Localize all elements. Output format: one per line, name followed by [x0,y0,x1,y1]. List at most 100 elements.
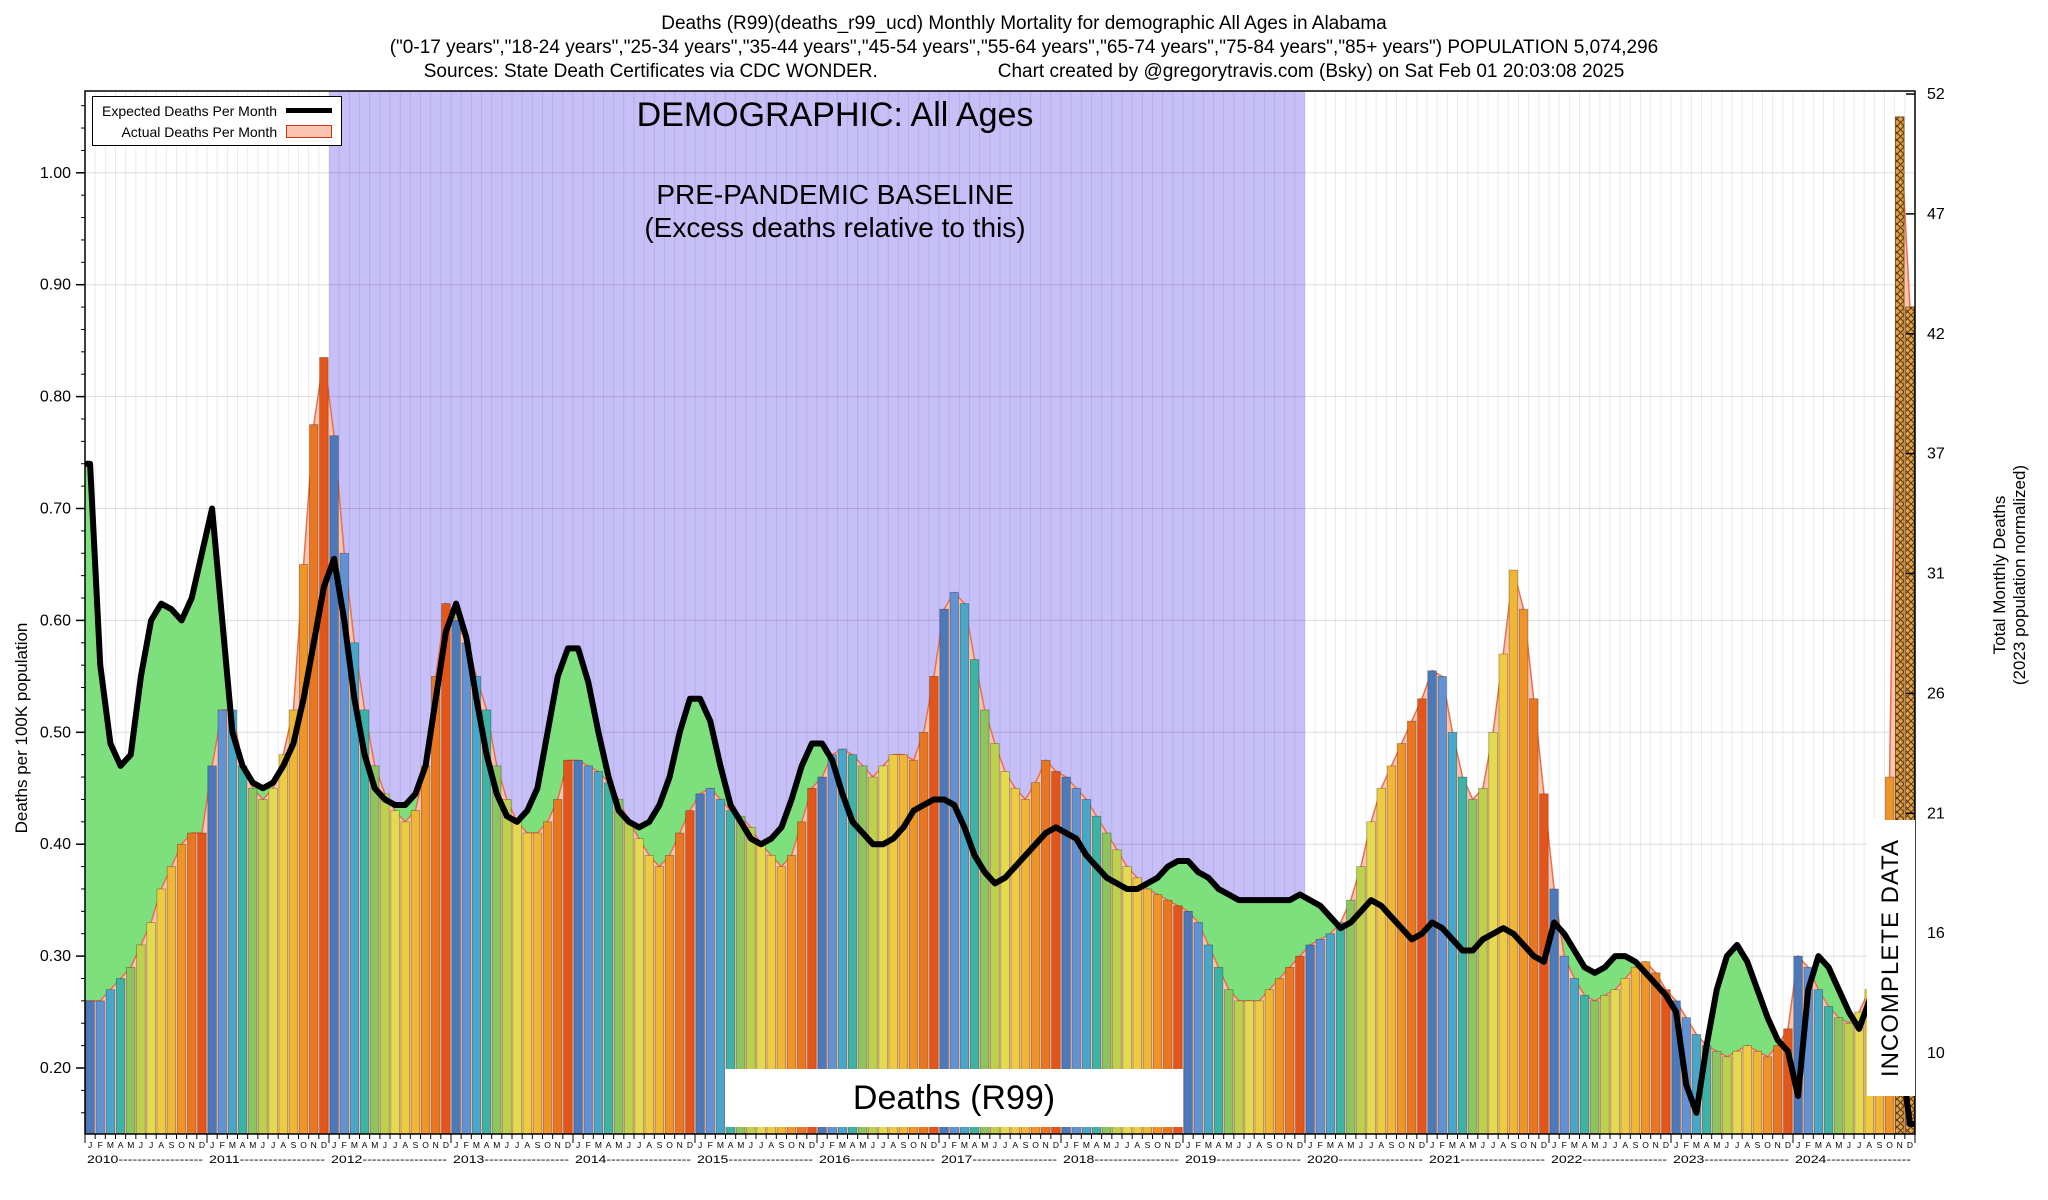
svg-text:0.50: 0.50 [40,724,71,741]
svg-text:A: A [1216,1140,1222,1150]
month-bar [685,810,695,1134]
month-bar [878,765,888,1134]
month-bar [1396,743,1407,1134]
svg-text:J: J [454,1140,458,1150]
svg-text:M: M [839,1140,846,1150]
month-bar [217,709,227,1134]
baseline-note-line1: PRE-PANDEMIC BASELINE [656,179,1014,210]
month-bar [471,675,482,1134]
svg-text:M: M [1449,1140,1456,1150]
svg-text:A: A [850,1140,856,1150]
svg-text:F: F [342,1140,347,1150]
month-bar [288,709,299,1134]
month-bar [1732,1050,1742,1134]
svg-text:F: F [1440,1140,1445,1150]
month-bar [1071,787,1081,1134]
month-bar [1346,899,1356,1134]
svg-text:N: N [1775,1140,1781,1150]
svg-text:52: 52 [1927,86,1945,103]
svg-text:N: N [1043,1140,1049,1150]
svg-text:O: O [544,1140,551,1150]
svg-text:31: 31 [1927,566,1945,583]
svg-text:J: J [88,1140,92,1150]
svg-text:O: O [666,1140,673,1150]
svg-text:N: N [311,1140,317,1150]
svg-text:M: M [859,1140,866,1150]
month-bar [1427,670,1437,1134]
month-bar [888,754,898,1134]
svg-text:J: J [881,1140,885,1150]
svg-text:J: J [1003,1140,1007,1150]
svg-text:J: J [1674,1140,1678,1150]
year-label: 2023------------------ [1673,1154,1789,1166]
month-bar [929,675,939,1134]
month-bar [990,743,1000,1134]
month-bar [1752,1050,1763,1134]
svg-text:M: M [1713,1140,1720,1150]
month-bar [664,855,675,1134]
svg-text:0.90: 0.90 [40,277,71,294]
month-bar [1305,944,1315,1134]
svg-text:J: J [871,1140,875,1150]
month-bar [1844,1022,1854,1134]
year-label: 2021------------------ [1429,1154,1545,1166]
month-bar [1234,1000,1244,1134]
title-line-2: ("0-17 years","18-24 years","25-34 years… [389,37,1659,58]
svg-text:D: D [809,1140,815,1150]
svg-text:M: M [371,1140,378,1150]
svg-text:J: J [1735,1140,1739,1150]
svg-text:J: J [1308,1140,1312,1150]
svg-text:O: O [910,1140,917,1150]
incomplete-data-label: INCOMPLETE DATA [1867,820,1915,1096]
svg-text:F: F [98,1140,103,1150]
svg-text:47: 47 [1927,206,1945,223]
month-bar [187,832,197,1134]
svg-text:J: J [698,1140,702,1150]
month-bar [1437,675,1447,1134]
incomplete-data-text: INCOMPLETE DATA [1877,838,1905,1078]
svg-text:26: 26 [1927,685,1945,702]
month-bar [1579,994,1590,1134]
month-bar [1254,1000,1264,1134]
svg-text:O: O [1154,1140,1161,1150]
year-label: 2013------------------ [453,1154,569,1166]
svg-text:J: J [820,1140,824,1150]
svg-text:N: N [555,1140,561,1150]
svg-text:N: N [1897,1140,1903,1150]
svg-text:A: A [1338,1140,1344,1150]
svg-text:A: A [1582,1140,1588,1150]
svg-text:D: D [1053,1140,1059,1150]
right-axis-title-line1: Total Monthly Deaths [1990,495,2009,655]
svg-text:J: J [1725,1140,1729,1150]
svg-text:0.60: 0.60 [40,612,71,629]
month-bar [1142,888,1153,1134]
month-bar [1620,978,1630,1134]
right-axis-title-line2: (2023 population normalized) [2010,464,2029,686]
svg-text:A: A [1622,1140,1628,1150]
svg-text:O: O [1032,1140,1039,1150]
month-bar [1478,787,1488,1134]
month-bar [908,759,919,1134]
month-bar [1498,653,1508,1134]
svg-text:J: J [1064,1140,1068,1150]
chart-header: Deaths (R99)(deaths_r99_ucd) Monthly Mor… [0,12,2048,84]
svg-text:M: M [981,1140,988,1150]
year-label: 2018------------------ [1063,1154,1179,1166]
svg-text:N: N [1531,1140,1537,1150]
month-bar [1630,966,1641,1134]
svg-text:0.40: 0.40 [40,836,71,853]
svg-text:M: M [351,1140,358,1150]
svg-text:A: A [890,1140,896,1150]
month-bar [1407,720,1417,1134]
month-bar [166,866,177,1134]
svg-text:0.80: 0.80 [40,389,71,406]
month-bar [1376,787,1386,1134]
svg-text:A: A [280,1140,286,1150]
svg-text:D: D [687,1140,693,1150]
month-bar [542,821,553,1134]
svg-text:A: A [1094,1140,1100,1150]
year-label: 2011------------------ [209,1154,325,1166]
month-bar [1193,922,1203,1134]
svg-text:N: N [921,1140,927,1150]
month-bar [797,821,807,1134]
